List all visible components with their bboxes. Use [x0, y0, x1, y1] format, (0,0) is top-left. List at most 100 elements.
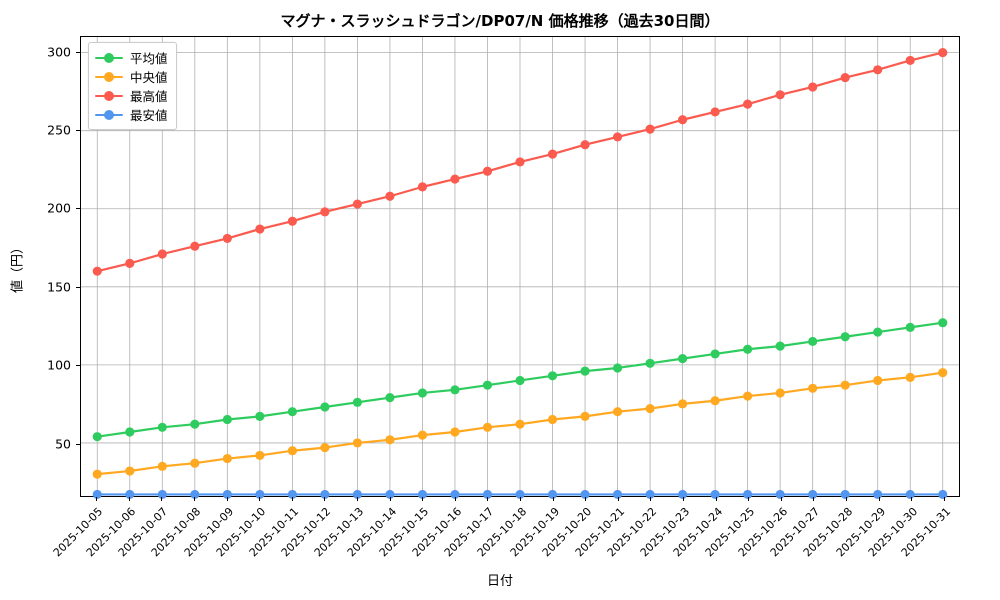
data-point[interactable] — [92, 469, 102, 479]
data-point[interactable] — [190, 458, 200, 468]
data-point[interactable] — [385, 191, 395, 201]
data-point[interactable] — [580, 489, 590, 500]
data-point[interactable] — [905, 489, 915, 500]
data-point[interactable] — [743, 99, 753, 109]
data-point[interactable] — [352, 397, 362, 407]
data-point[interactable] — [840, 73, 850, 83]
data-point[interactable] — [710, 349, 720, 359]
data-point[interactable] — [515, 489, 525, 500]
data-point[interactable] — [938, 489, 948, 500]
data-point[interactable] — [905, 322, 915, 332]
data-point[interactable] — [743, 391, 753, 401]
data-point[interactable] — [547, 489, 558, 500]
data-point[interactable] — [775, 90, 785, 100]
data-point[interactable] — [905, 372, 915, 382]
data-point[interactable] — [678, 489, 688, 500]
data-point[interactable] — [157, 422, 167, 432]
data-point[interactable] — [190, 241, 200, 251]
data-point[interactable] — [125, 427, 135, 437]
data-point[interactable] — [320, 443, 330, 453]
data-point[interactable] — [385, 489, 395, 500]
data-point[interactable] — [255, 450, 265, 460]
data-point[interactable] — [287, 407, 297, 417]
data-point[interactable] — [938, 368, 948, 378]
data-point[interactable] — [320, 402, 330, 412]
data-point[interactable] — [580, 411, 590, 421]
data-point[interactable] — [678, 399, 688, 409]
data-point[interactable] — [808, 336, 818, 347]
data-point[interactable] — [905, 55, 915, 65]
data-point[interactable] — [873, 65, 883, 75]
data-point[interactable] — [222, 233, 232, 243]
data-point[interactable] — [775, 388, 785, 398]
data-point[interactable] — [743, 489, 753, 500]
data-point[interactable] — [417, 489, 428, 500]
data-point[interactable] — [450, 427, 460, 437]
data-point[interactable] — [417, 182, 428, 192]
data-point[interactable] — [450, 489, 460, 500]
data-point[interactable] — [710, 396, 720, 406]
data-point[interactable] — [385, 393, 395, 403]
data-point[interactable] — [645, 124, 655, 134]
data-point[interactable] — [92, 266, 102, 276]
data-point[interactable] — [612, 489, 623, 500]
data-point[interactable] — [92, 432, 102, 442]
data-point[interactable] — [938, 48, 948, 58]
data-point[interactable] — [417, 430, 428, 440]
data-point[interactable] — [873, 375, 883, 386]
data-point[interactable] — [352, 199, 362, 209]
data-point[interactable] — [222, 414, 232, 425]
data-point[interactable] — [157, 461, 167, 471]
data-point[interactable] — [612, 132, 623, 142]
data-point[interactable] — [320, 489, 330, 500]
legend-item-0[interactable]: 平均値 — [95, 48, 168, 67]
data-point[interactable] — [482, 166, 493, 176]
data-point[interactable] — [92, 489, 102, 500]
data-point[interactable] — [255, 224, 265, 234]
data-point[interactable] — [125, 489, 135, 500]
data-point[interactable] — [710, 107, 720, 117]
data-point[interactable] — [775, 341, 785, 351]
data-point[interactable] — [808, 489, 818, 500]
data-point[interactable] — [515, 157, 525, 167]
data-point[interactable] — [450, 385, 460, 395]
data-point[interactable] — [352, 438, 362, 448]
data-point[interactable] — [580, 366, 590, 376]
data-point[interactable] — [385, 435, 395, 445]
data-point[interactable] — [125, 258, 135, 268]
data-point[interactable] — [808, 383, 818, 393]
data-point[interactable] — [190, 489, 200, 500]
data-point[interactable] — [222, 489, 232, 500]
data-point[interactable] — [515, 375, 525, 386]
data-point[interactable] — [938, 318, 948, 328]
chart-legend[interactable]: 平均値 中央値 最高値 最安値 — [88, 42, 177, 130]
data-point[interactable] — [612, 407, 623, 417]
data-point[interactable] — [157, 489, 167, 500]
data-point[interactable] — [255, 411, 265, 421]
data-point[interactable] — [125, 466, 135, 476]
data-point[interactable] — [320, 207, 330, 217]
data-point[interactable] — [873, 327, 883, 337]
data-point[interactable] — [190, 419, 200, 429]
data-point[interactable] — [873, 489, 883, 500]
data-point[interactable] — [157, 249, 167, 259]
data-point[interactable] — [645, 358, 655, 368]
data-point[interactable] — [775, 489, 785, 500]
data-point[interactable] — [678, 354, 688, 364]
data-point[interactable] — [808, 82, 818, 92]
legend-item-1[interactable]: 中央値 — [95, 67, 168, 86]
data-point[interactable] — [287, 446, 297, 456]
data-point[interactable] — [678, 115, 688, 125]
data-point[interactable] — [352, 489, 362, 500]
data-point[interactable] — [612, 363, 623, 373]
data-point[interactable] — [840, 380, 850, 390]
data-point[interactable] — [482, 489, 493, 500]
data-point[interactable] — [580, 140, 590, 150]
data-point[interactable] — [482, 380, 493, 390]
data-point[interactable] — [255, 489, 265, 500]
data-point[interactable] — [450, 174, 460, 184]
data-point[interactable] — [222, 453, 232, 464]
data-point[interactable] — [515, 419, 525, 429]
data-point[interactable] — [547, 149, 558, 159]
data-point[interactable] — [645, 489, 655, 500]
